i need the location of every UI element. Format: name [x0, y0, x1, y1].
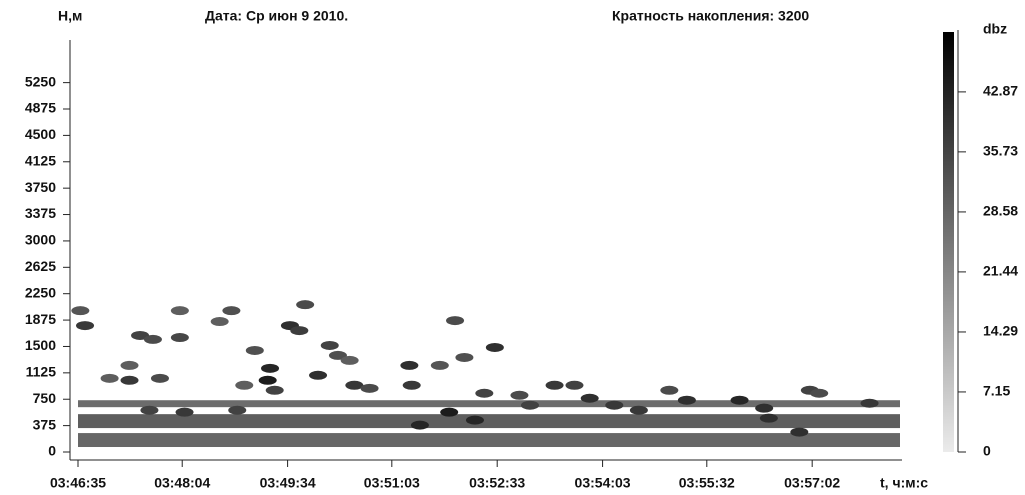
echo — [486, 343, 504, 352]
echo — [630, 406, 648, 415]
echo — [755, 404, 773, 413]
x-axis-label: t, ч:м:с — [880, 475, 928, 491]
echo — [222, 306, 240, 315]
colorbar-tick-label: 14.29 — [983, 323, 1018, 339]
echo — [290, 326, 308, 335]
echo — [341, 356, 359, 365]
y-tick-label: 1125 — [26, 364, 57, 380]
echo — [400, 361, 418, 370]
y-tick-label: 750 — [33, 390, 57, 406]
echo — [431, 361, 449, 370]
y-tick-label: 0 — [48, 443, 56, 459]
echo — [140, 406, 158, 415]
echo — [466, 416, 484, 425]
echo — [121, 361, 139, 370]
echo — [731, 396, 749, 405]
echo — [176, 408, 194, 417]
x-tick-label: 03:57:02 — [784, 475, 840, 491]
echo — [261, 364, 279, 373]
echo — [266, 386, 284, 395]
y-tick-label: 4125 — [25, 152, 56, 168]
x-tick-label: 03:51:03 — [364, 475, 420, 491]
colorbar-tick-label: 0 — [983, 443, 991, 459]
echo — [309, 371, 327, 380]
colorbar-tick-label: 42.87 — [983, 83, 1018, 99]
echo — [211, 317, 229, 326]
accumulation-label: Кратность накопления: 3200 — [612, 8, 809, 24]
echo — [605, 401, 623, 410]
date-label: Дата: Ср июн 9 2010. — [205, 8, 348, 24]
echo — [171, 333, 189, 342]
echo — [321, 341, 339, 350]
x-tick-label: 03:55:32 — [679, 475, 735, 491]
echo — [403, 381, 421, 390]
y-tick-label: 3375 — [25, 205, 56, 221]
y-tick-label: 4875 — [25, 100, 56, 116]
colorbar-tick-label: 21.44 — [983, 263, 1018, 279]
echo — [861, 399, 879, 408]
echo — [581, 394, 599, 403]
y-tick-label: 4500 — [25, 126, 56, 142]
echo — [810, 389, 828, 398]
colorbar-label: dbz — [983, 21, 1007, 37]
echo — [144, 335, 162, 344]
colorbar-tick-label: 28.58 — [983, 203, 1018, 219]
x-tick-label: 03:46:35 — [50, 475, 106, 491]
y-tick-label: 2625 — [25, 258, 56, 274]
echo — [446, 316, 464, 325]
echo — [121, 376, 139, 385]
echo — [296, 300, 314, 309]
echo — [171, 306, 189, 315]
echo — [246, 346, 264, 355]
x-tick-label: 03:49:34 — [260, 475, 316, 491]
echo-layer — [78, 400, 900, 407]
echo — [361, 384, 379, 393]
y-axis-label: Н,м — [58, 8, 82, 24]
y-tick-label: 3750 — [25, 179, 56, 195]
echo — [760, 414, 778, 423]
echo — [411, 421, 429, 430]
echo — [790, 428, 808, 437]
y-tick-label: 375 — [33, 416, 57, 432]
colorbar-tick-label: 35.73 — [983, 143, 1018, 159]
colorbar-tick-label: 7.15 — [983, 383, 1010, 399]
chart: Н,м Дата: Ср июн 9 2010. Кратность накоп… — [0, 0, 1025, 495]
y-tick-label: 3000 — [25, 232, 56, 248]
y-tick-label: 1500 — [25, 337, 56, 353]
echo — [475, 389, 493, 398]
echo — [455, 353, 473, 362]
x-tick-label: 03:54:03 — [575, 475, 631, 491]
y-tick-label: 2250 — [25, 284, 56, 300]
echo — [71, 306, 89, 315]
echo — [76, 321, 94, 330]
echo — [565, 381, 583, 390]
y-tick-label: 1875 — [25, 311, 56, 327]
echo — [660, 386, 678, 395]
echo — [101, 374, 119, 383]
echo — [678, 396, 696, 405]
x-tick-label: 03:48:04 — [154, 475, 210, 491]
echo — [521, 401, 539, 410]
echo — [546, 381, 564, 390]
echo — [228, 406, 246, 415]
echo-layer — [78, 433, 900, 447]
echo — [440, 408, 458, 417]
echo — [510, 391, 528, 400]
colorbar — [943, 32, 954, 452]
echo — [151, 374, 169, 383]
echo — [235, 381, 253, 390]
x-tick-label: 03:52:33 — [469, 475, 525, 491]
echo — [259, 376, 277, 385]
y-tick-label: 5250 — [25, 73, 56, 89]
